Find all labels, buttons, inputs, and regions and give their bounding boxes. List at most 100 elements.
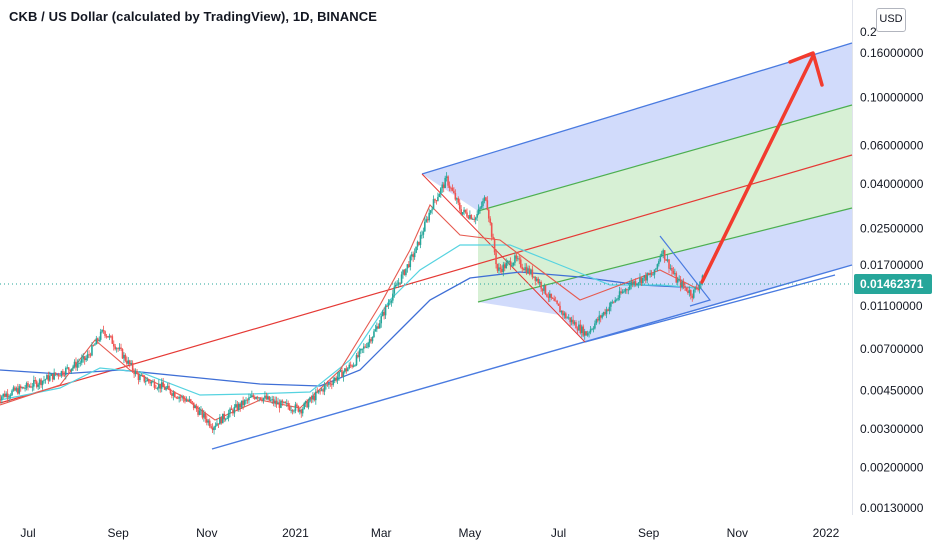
candle (640, 277, 643, 287)
candle (528, 265, 531, 276)
candle (550, 293, 553, 301)
candle (521, 263, 524, 273)
candle (557, 303, 560, 306)
candle (469, 210, 471, 220)
candle (669, 264, 672, 271)
candle (47, 371, 50, 385)
candle (43, 375, 45, 384)
candle (373, 328, 375, 338)
candle (470, 214, 473, 220)
candle (628, 280, 631, 291)
candle (674, 268, 676, 276)
candle (354, 364, 356, 367)
candle (518, 254, 521, 265)
candle (575, 320, 577, 329)
candle (389, 299, 391, 305)
candle (304, 400, 307, 408)
candle (687, 286, 689, 295)
candle (698, 281, 701, 294)
candle (323, 381, 326, 396)
candle (8, 394, 10, 402)
candle (509, 257, 512, 270)
candle (83, 355, 86, 365)
candle (621, 289, 624, 294)
candle (30, 382, 32, 389)
candle (676, 276, 679, 286)
candle (383, 307, 385, 320)
candle (294, 401, 297, 414)
candle (634, 278, 637, 287)
candle (112, 340, 115, 351)
candle (46, 373, 48, 380)
candle (409, 254, 412, 271)
candle (280, 399, 282, 409)
candle (136, 369, 138, 375)
candle (579, 319, 582, 335)
candle (283, 401, 285, 404)
candle (162, 377, 164, 387)
candle (299, 408, 301, 415)
candle (261, 396, 263, 403)
candle (370, 337, 372, 344)
candle (233, 404, 236, 418)
candle (107, 336, 109, 338)
candle (236, 400, 239, 412)
candle (246, 398, 249, 404)
candle (296, 402, 298, 408)
x-tick-label: 2022 (813, 526, 840, 540)
candle (315, 388, 317, 405)
candle (460, 204, 462, 216)
candle (229, 407, 231, 418)
y-tick-label: 0.02500000 (860, 221, 924, 235)
candle (168, 382, 170, 390)
candle (440, 186, 442, 198)
candle (165, 386, 167, 392)
candle (127, 357, 130, 366)
candle (166, 383, 169, 389)
candle (694, 286, 696, 293)
candle (34, 377, 37, 384)
candle (493, 237, 496, 256)
candle (345, 365, 348, 374)
candle (461, 212, 464, 216)
candle (59, 375, 61, 377)
candle (425, 215, 428, 223)
candle (413, 248, 416, 260)
candle (381, 309, 384, 317)
candle (262, 397, 265, 404)
candle (338, 371, 340, 381)
candle (329, 379, 332, 387)
candle (174, 390, 176, 398)
pitchfork-upper-fill (422, 43, 852, 211)
candle (380, 313, 383, 328)
candle (110, 335, 112, 339)
candle (489, 216, 492, 226)
candle (585, 330, 587, 336)
candle (506, 259, 509, 266)
candle (464, 209, 467, 214)
candle (371, 336, 374, 344)
candle (483, 195, 486, 204)
candle (418, 241, 420, 246)
candle (128, 359, 131, 368)
candle (517, 255, 519, 262)
candle (612, 301, 615, 304)
candle (195, 403, 198, 412)
candle (255, 396, 258, 400)
x-tick-label: Sep (638, 526, 660, 540)
candle (695, 283, 698, 290)
candle (149, 380, 151, 386)
candle (160, 378, 163, 393)
candle (333, 376, 336, 384)
candle (243, 399, 246, 407)
candle (40, 377, 42, 388)
candle (67, 367, 70, 374)
candle (675, 271, 678, 283)
candle (533, 276, 535, 279)
candle (63, 371, 66, 378)
currency-button[interactable]: USD (876, 8, 906, 32)
candle (272, 396, 275, 407)
candle (650, 270, 653, 277)
candle (79, 360, 82, 367)
